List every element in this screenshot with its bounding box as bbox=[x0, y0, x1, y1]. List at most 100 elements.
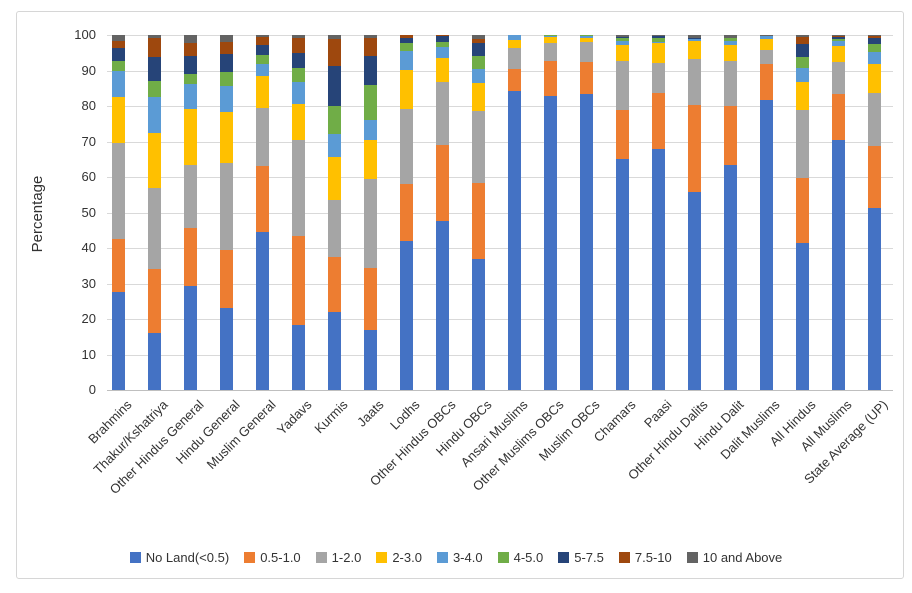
gridline bbox=[107, 106, 893, 107]
bar-segment bbox=[831, 93, 845, 140]
bar-segment bbox=[219, 42, 233, 55]
bar-segment bbox=[471, 110, 485, 183]
bar-segment bbox=[363, 56, 377, 85]
bar-segment bbox=[651, 37, 665, 42]
bar-segment bbox=[651, 41, 665, 43]
bar-segment bbox=[687, 35, 701, 38]
bar-segment bbox=[183, 55, 197, 75]
bar-segment bbox=[363, 329, 377, 390]
bar-segment bbox=[183, 43, 197, 56]
bar-segment bbox=[255, 36, 269, 45]
bar bbox=[363, 35, 377, 390]
bar bbox=[831, 35, 845, 390]
legend-item: 5-7.5 bbox=[558, 550, 604, 565]
y-axis-tick-label: 60 bbox=[81, 169, 96, 184]
bar-segment bbox=[579, 35, 593, 37]
bar-segment bbox=[183, 84, 197, 109]
bar bbox=[183, 35, 197, 390]
bar-segment bbox=[399, 108, 413, 185]
bar-segment bbox=[147, 35, 161, 39]
bar-segment bbox=[795, 81, 809, 110]
bar-segment bbox=[435, 47, 449, 59]
bar-segment bbox=[111, 48, 125, 61]
legend-marker bbox=[244, 551, 256, 563]
bar-segment bbox=[327, 157, 341, 201]
bar-segment bbox=[651, 35, 665, 36]
bar-segment bbox=[723, 165, 737, 390]
y-axis-tick-label: 40 bbox=[81, 240, 96, 255]
bar-segment bbox=[363, 139, 377, 179]
bar-segment bbox=[543, 37, 557, 43]
bar-segment bbox=[507, 48, 521, 70]
bar-segment bbox=[147, 56, 161, 81]
legend-label: 2-3.0 bbox=[392, 549, 422, 565]
bar-segment bbox=[615, 36, 629, 38]
bar-segment bbox=[291, 81, 305, 104]
bar-segment bbox=[291, 140, 305, 236]
legend-item: 2-3.0 bbox=[376, 550, 422, 565]
bar-segment bbox=[471, 42, 485, 56]
bar-segment bbox=[363, 120, 377, 140]
legend: No Land(<0.5) 0.5-1.0 1-2.0 2-3.0 3-4.0 4-5.0… bbox=[0, 547, 912, 567]
bar-segment bbox=[831, 41, 845, 46]
bar-segment bbox=[435, 145, 449, 222]
bar-segment bbox=[543, 35, 557, 37]
bar-segment bbox=[759, 36, 773, 39]
bar-segment bbox=[291, 53, 305, 68]
legend-marker bbox=[315, 551, 327, 563]
bar-segment bbox=[219, 308, 233, 390]
legend-label: No Land(<0.5) bbox=[145, 549, 230, 565]
bar-segment bbox=[867, 37, 881, 45]
bar bbox=[579, 35, 593, 390]
bar-segment bbox=[255, 166, 269, 233]
bar-segment bbox=[111, 60, 125, 72]
bar-segment bbox=[327, 256, 341, 312]
bar-segment bbox=[219, 54, 233, 73]
legend-item: 10 and Above bbox=[686, 550, 782, 565]
bar-segment bbox=[795, 37, 809, 45]
bar-segment bbox=[543, 36, 557, 38]
y-axis-tick-label: 90 bbox=[81, 63, 96, 78]
bar-segment bbox=[507, 69, 521, 92]
bar-segment bbox=[219, 72, 233, 86]
bar-segment bbox=[147, 333, 161, 390]
bar-segment bbox=[255, 35, 269, 37]
bar-segment bbox=[687, 59, 701, 106]
legend-marker bbox=[558, 551, 570, 563]
bar-segment bbox=[183, 164, 197, 229]
bar-segment bbox=[435, 58, 449, 82]
bar-segment bbox=[579, 37, 593, 43]
y-axis-tick-label: 30 bbox=[81, 276, 96, 291]
bar-segment bbox=[255, 232, 269, 390]
bar-segment bbox=[147, 132, 161, 188]
bar-segment bbox=[399, 43, 413, 51]
bar-segment bbox=[255, 44, 269, 55]
bar-segment bbox=[507, 39, 521, 49]
bar-segment bbox=[399, 50, 413, 71]
bar-segment bbox=[363, 35, 377, 38]
bar-segment bbox=[471, 35, 485, 39]
legend-label: 4-5.0 bbox=[513, 549, 544, 565]
gridline bbox=[107, 71, 893, 72]
bar-segment bbox=[291, 103, 305, 141]
bar-segment bbox=[651, 148, 665, 390]
y-axis-tick-label: 80 bbox=[81, 98, 96, 113]
bar-segment bbox=[831, 36, 845, 37]
legend-item: 0.5-1.0 bbox=[244, 550, 301, 565]
bar-segment bbox=[579, 36, 593, 38]
bar-segment bbox=[795, 178, 809, 244]
bar-segment bbox=[111, 239, 125, 293]
bar-segment bbox=[687, 105, 701, 192]
bar-segment bbox=[831, 139, 845, 390]
bar-segment bbox=[831, 38, 845, 42]
bar-segment bbox=[219, 35, 233, 43]
bar bbox=[435, 35, 449, 390]
bar-segment bbox=[867, 146, 881, 208]
bar-segment bbox=[471, 259, 485, 390]
bar-segment bbox=[651, 35, 665, 38]
bar-segment bbox=[291, 324, 305, 390]
bar-segment bbox=[111, 292, 125, 390]
bar-segment bbox=[471, 182, 485, 260]
gridline bbox=[107, 142, 893, 143]
bar-segment bbox=[435, 36, 449, 43]
